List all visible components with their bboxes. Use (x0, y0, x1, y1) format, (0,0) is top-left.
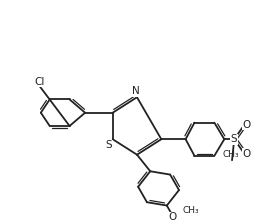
Text: S: S (105, 140, 112, 151)
Text: CH₃: CH₃ (222, 150, 239, 159)
Text: N: N (132, 86, 140, 96)
Text: O: O (168, 212, 176, 221)
Text: Cl: Cl (34, 77, 44, 87)
Text: CH₃: CH₃ (183, 206, 199, 215)
Text: O: O (242, 149, 250, 159)
Text: S: S (230, 134, 237, 144)
Text: O: O (242, 120, 250, 130)
